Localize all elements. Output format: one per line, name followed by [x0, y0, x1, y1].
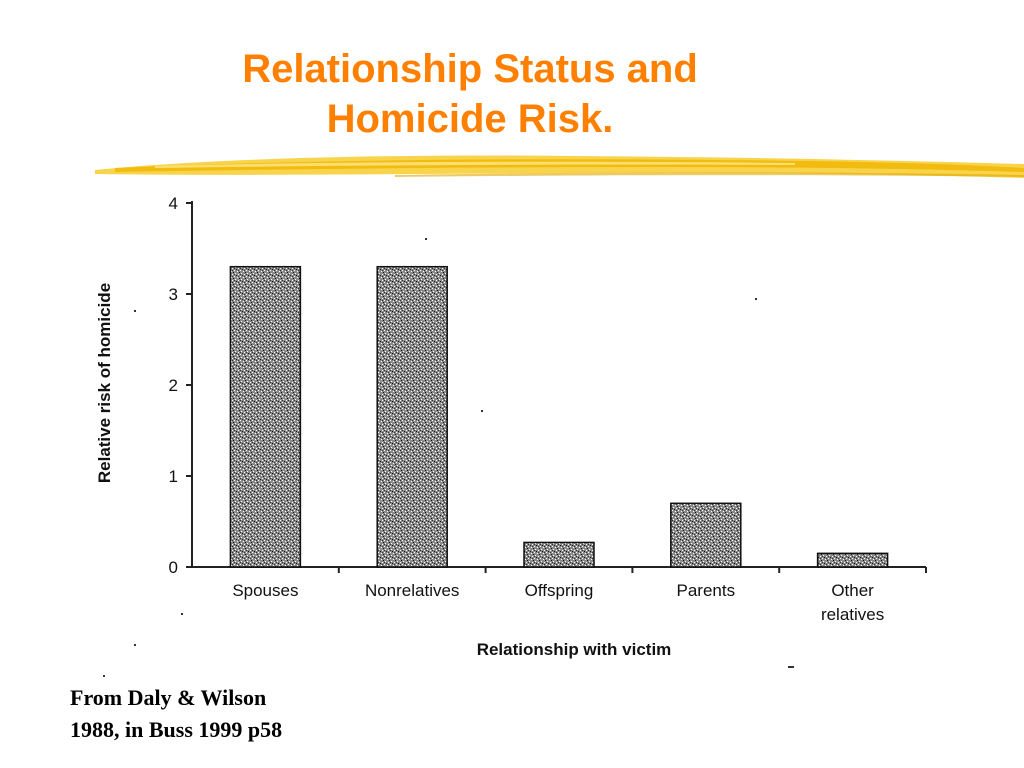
x-tick-label: Spouses [232, 581, 298, 600]
bar [523, 541, 595, 568]
bar [816, 552, 889, 568]
scan-speck [788, 666, 794, 668]
scan-speck [134, 644, 136, 646]
bar [229, 265, 302, 568]
y-tick-label: 3 [169, 285, 178, 304]
scan-speck [134, 310, 136, 312]
x-axis-label: Relationship with victim [477, 640, 672, 659]
source-line-1: From Daly & Wilson [70, 685, 267, 710]
x-tick-label: Other [831, 581, 874, 600]
title-line-2: Homicide Risk. [326, 97, 614, 141]
bar [376, 265, 448, 568]
source-line-2: 1988, in Buss 1999 p58 [70, 717, 283, 742]
title-line-1: Relationship Status and [242, 47, 698, 91]
scan-speck [425, 238, 427, 240]
y-tick-label: 0 [169, 558, 178, 577]
x-tick-label: Nonrelatives [365, 581, 460, 600]
x-tick-label: relatives [821, 605, 884, 624]
y-tick-label: 4 [169, 194, 178, 213]
x-tick-label: Parents [677, 581, 736, 600]
y-tick-label: 1 [169, 467, 178, 486]
y-tick-label: 2 [169, 376, 178, 395]
y-axis-label: Relative risk of homicide [95, 283, 114, 483]
brush-stroke-divider [95, 155, 1024, 178]
source-citation: From Daly & Wilson 1988, in Buss 1999 p5… [70, 682, 282, 746]
bar [670, 502, 742, 568]
scan-speck [181, 613, 183, 615]
scan-speck [755, 298, 757, 300]
scan-speck [481, 410, 483, 412]
scan-speck [103, 675, 105, 677]
x-tick-label: Offspring [525, 581, 594, 600]
slide-title: Relationship Status and Homicide Risk. [0, 44, 940, 144]
